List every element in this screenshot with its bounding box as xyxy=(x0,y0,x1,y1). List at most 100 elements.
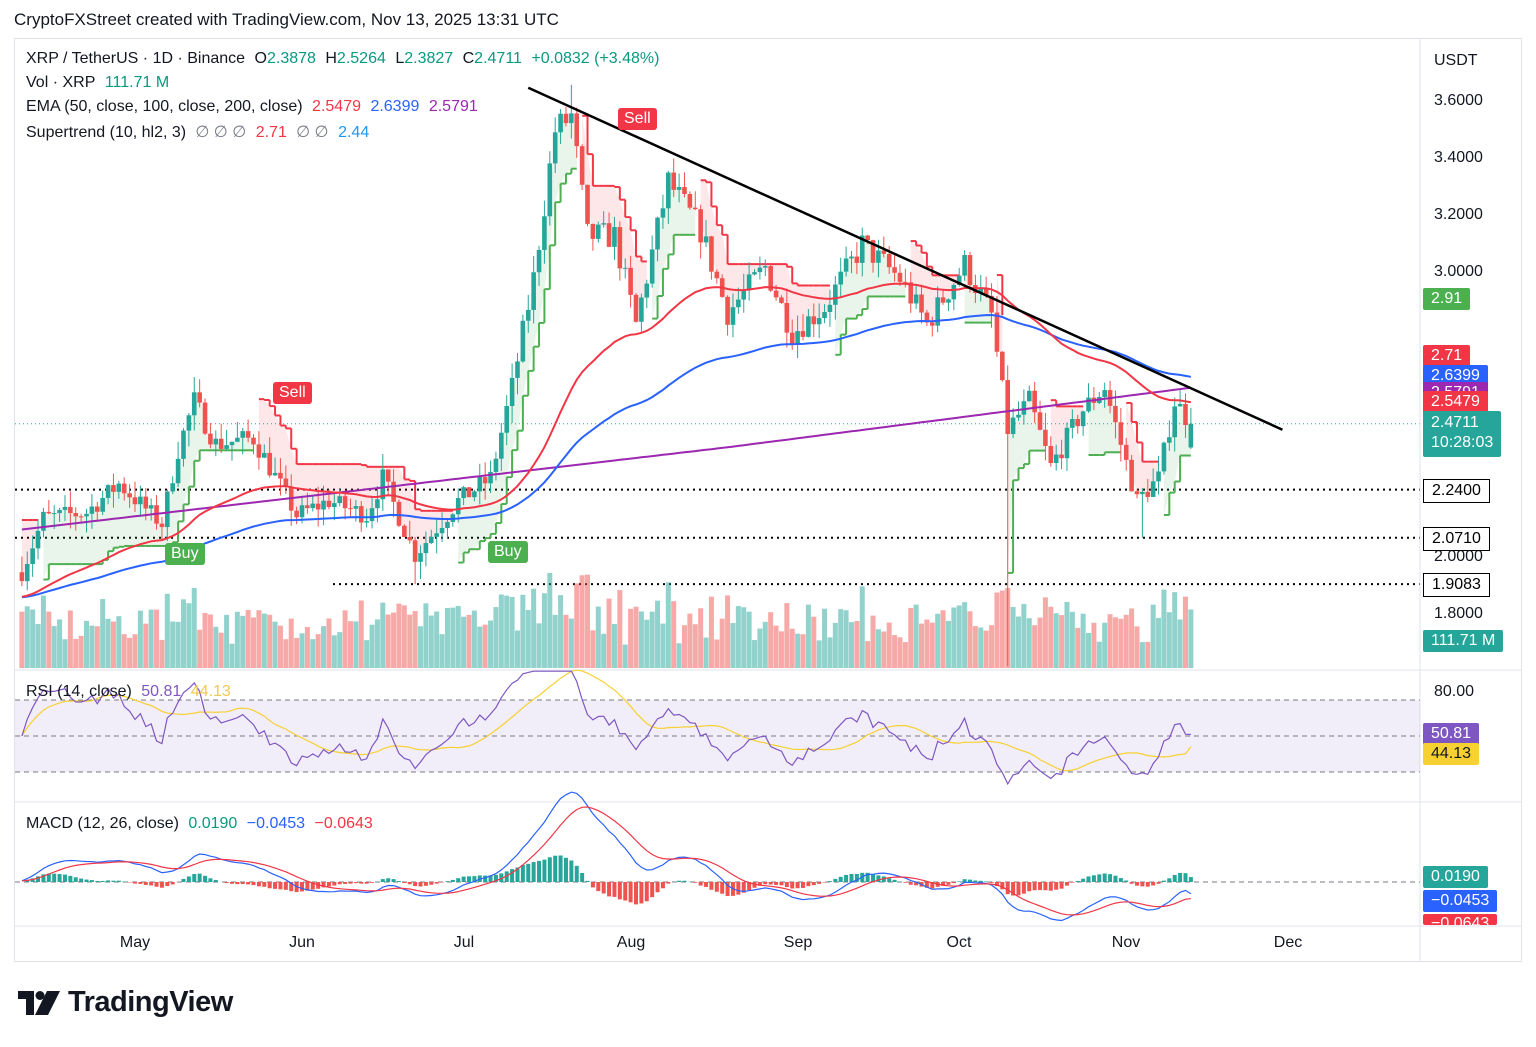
macd-hist-bar xyxy=(326,882,331,887)
macd-hist-bar xyxy=(704,882,709,887)
macd-hist-bar xyxy=(391,879,396,882)
candle-body xyxy=(989,295,994,313)
candle-body xyxy=(482,477,488,484)
candle-body xyxy=(822,311,827,319)
candle-body xyxy=(644,283,650,298)
supertrend-fill xyxy=(856,249,863,316)
macd-histogram xyxy=(19,855,1193,905)
candle-body xyxy=(1145,491,1151,497)
supertrend-fill xyxy=(630,230,636,309)
macd-hist-bar xyxy=(170,882,175,885)
supertrend-fill xyxy=(652,233,658,319)
candle-body xyxy=(940,297,946,303)
macd-hist-bar xyxy=(116,880,121,882)
volume-bar xyxy=(1026,618,1032,668)
volume-bar xyxy=(62,639,68,668)
supertrend-fill xyxy=(264,400,270,465)
macd-hist-bar xyxy=(994,882,999,886)
candle-body xyxy=(1102,390,1107,397)
macd-hist-bar xyxy=(617,882,622,900)
volume-bar xyxy=(337,632,343,668)
price-tick-label: 3.2000 xyxy=(1434,206,1483,223)
candle-body xyxy=(1016,414,1021,418)
candle-body xyxy=(525,309,531,321)
candle-body xyxy=(445,521,450,529)
volume-bar xyxy=(401,605,407,668)
macd-hist-bar xyxy=(1038,882,1043,891)
macd-hist-bar xyxy=(1032,882,1037,891)
supertrend-fill xyxy=(307,464,313,507)
supertrend-fill xyxy=(587,154,593,232)
macd-hist-bar xyxy=(515,867,520,882)
price-tick-label: 1.8000 xyxy=(1434,605,1483,622)
supertrend-fill xyxy=(754,264,760,274)
candle-body xyxy=(827,304,833,312)
volume-bar xyxy=(504,595,510,668)
macd-hist-bar xyxy=(30,878,35,882)
supertrend-fill xyxy=(48,512,55,565)
volume-bar xyxy=(665,582,671,668)
volume-bar xyxy=(19,611,25,668)
price-tag: 1.9083 xyxy=(1423,573,1490,598)
supertrend-fill xyxy=(199,397,206,451)
macd-hist-bar xyxy=(332,882,337,886)
macd-hist-bar xyxy=(143,882,148,885)
candle-body xyxy=(315,503,321,510)
candle-body xyxy=(892,267,897,273)
macd-hist-bar xyxy=(930,882,935,889)
volume-bar xyxy=(428,615,434,668)
volume-bar xyxy=(78,635,84,668)
macd-hist-bar xyxy=(273,882,278,889)
volume-bar xyxy=(854,621,860,668)
candle-body xyxy=(267,452,272,476)
volume-bar xyxy=(197,629,203,668)
volume-bar xyxy=(558,595,564,668)
candle-body xyxy=(833,284,838,305)
volume-bar xyxy=(886,622,892,668)
macd-hist-bar xyxy=(827,881,832,882)
candle-body xyxy=(612,227,617,247)
resistance-trendline xyxy=(527,86,1283,431)
candle-body xyxy=(391,481,396,502)
volume-bar xyxy=(1075,627,1081,668)
supertrend-fill xyxy=(1099,393,1105,456)
supertrend-fill xyxy=(242,434,249,451)
macd-hist-bar xyxy=(1178,872,1183,882)
volume-bar xyxy=(784,603,790,668)
supertrend-fill xyxy=(91,509,98,565)
macd-hist-bar xyxy=(62,874,67,882)
candle-body xyxy=(1134,491,1140,495)
supertrend-fill xyxy=(975,289,981,323)
macd-hist-bar xyxy=(849,873,854,882)
volume-bar xyxy=(84,620,90,668)
macd-hist-bar xyxy=(106,880,111,882)
volume-bar xyxy=(1145,641,1151,668)
volume-bar xyxy=(288,618,294,668)
candle-body xyxy=(983,288,989,296)
macd-hist-bar xyxy=(1183,873,1188,882)
macd-hist-bar xyxy=(569,860,574,882)
volume-bar xyxy=(606,598,612,668)
macd-legend: MACD (12, 26, close) 0.0190 −0.0453 −0.0… xyxy=(26,815,378,833)
macd-hist-bar xyxy=(838,876,843,882)
volume-bar xyxy=(730,623,736,668)
macd-hist-bar xyxy=(186,876,191,882)
candle-body xyxy=(795,331,800,345)
rsi-tag: 50.81 xyxy=(1423,722,1480,745)
macd-hist-bar xyxy=(483,875,488,882)
macd-hist-bar xyxy=(240,882,245,885)
macd-hist-bar xyxy=(1070,882,1075,883)
candle-body xyxy=(579,146,585,185)
macd-hist-bar xyxy=(924,882,929,888)
volume-bar xyxy=(1037,617,1043,668)
macd-hist-bar xyxy=(612,882,617,897)
candle-body xyxy=(208,433,213,445)
macd-hist-bar xyxy=(1011,882,1016,896)
tradingview-logo[interactable]: TradingView xyxy=(18,986,233,1019)
candle-body xyxy=(121,483,127,494)
candle-body xyxy=(326,500,332,508)
macd-hist-bar xyxy=(1054,882,1059,890)
volume-bar xyxy=(1059,615,1065,668)
macd-hist-bar xyxy=(165,882,170,887)
